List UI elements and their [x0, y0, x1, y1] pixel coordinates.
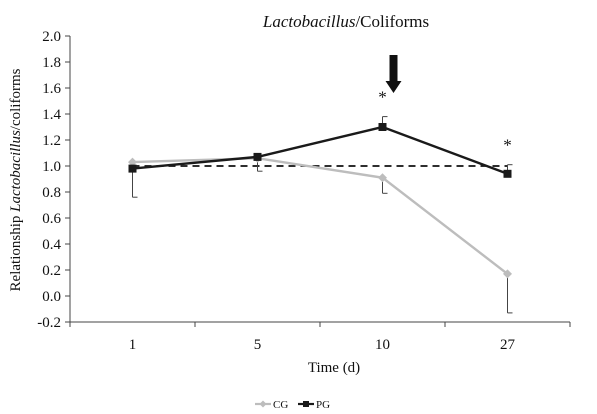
x-axis: 1 5 10 27: [69, 321, 571, 353]
y-axis-label-italic: Lactobacillus: [8, 130, 24, 213]
y-tick-label: -0.2: [37, 315, 61, 331]
x-tick-label: 5: [254, 337, 262, 353]
data-point-pg: [378, 123, 387, 131]
y-tick-label: 1.0: [42, 159, 61, 175]
legend-label: PG: [316, 399, 330, 411]
y-tick-label: 0.0: [42, 289, 61, 305]
data-point-pg: [253, 152, 262, 161]
annotations: **: [378, 55, 512, 155]
y-tick-label: 1.8: [42, 55, 61, 71]
svg-text:Lactobacillus/Coliforms: Lactobacillus/Coliforms: [262, 12, 429, 31]
series: [128, 123, 512, 279]
x-axis-label: Time (d): [308, 360, 360, 376]
legend-label: CG: [273, 399, 288, 411]
data-point-cg: [378, 173, 387, 183]
y-tick-label: 1.6: [42, 81, 61, 97]
data-point-pg: [128, 164, 137, 173]
x-tick-label: 10: [375, 337, 390, 353]
data-point-cg: [503, 269, 512, 279]
y-tick-label: 2.0: [42, 29, 61, 45]
data-point-cg: [128, 157, 137, 167]
y-tick-label: 0.8: [42, 185, 61, 201]
x-tick-label: 27: [500, 337, 516, 353]
y-axis-label: Relationship Lactobacillus/coliforms: [8, 68, 24, 291]
arrow-shaft: [389, 55, 398, 83]
y-tick-label: 0.2: [42, 263, 61, 279]
legend: CG PG: [255, 399, 330, 411]
chart-title-italic: Lactobacillus: [262, 12, 356, 31]
error-bars: [132, 116, 513, 314]
series-line-cg: [132, 156, 509, 275]
y-axis-label-pre: Relationship: [8, 212, 24, 292]
y-tick-label: 1.4: [42, 107, 61, 123]
chart-title-rest: /Coliforms: [355, 12, 429, 31]
legend-marker: [259, 400, 267, 408]
significance-asterisk: *: [378, 88, 387, 107]
chart-title: Lactobacillus/Coliforms: [262, 12, 429, 31]
y-axis-label-post: /coliforms: [8, 68, 24, 130]
x-tick-label: 1: [129, 337, 137, 353]
down-arrow-icon: [385, 81, 402, 93]
legend-marker: [303, 401, 309, 407]
y-tick-label: 0.4: [42, 237, 61, 253]
series-line-pg: [132, 125, 508, 175]
y-tick-label: 1.2: [42, 133, 61, 149]
y-axis: 2.0 1.8 1.6 1.4 1.2 1.0 0.8 0.6 0.4 0.2 0.0 -0.2: [37, 29, 71, 331]
significance-asterisk: *: [503, 136, 512, 155]
y-tick-label: 0.6: [42, 211, 61, 227]
data-point-pg: [503, 169, 512, 178]
